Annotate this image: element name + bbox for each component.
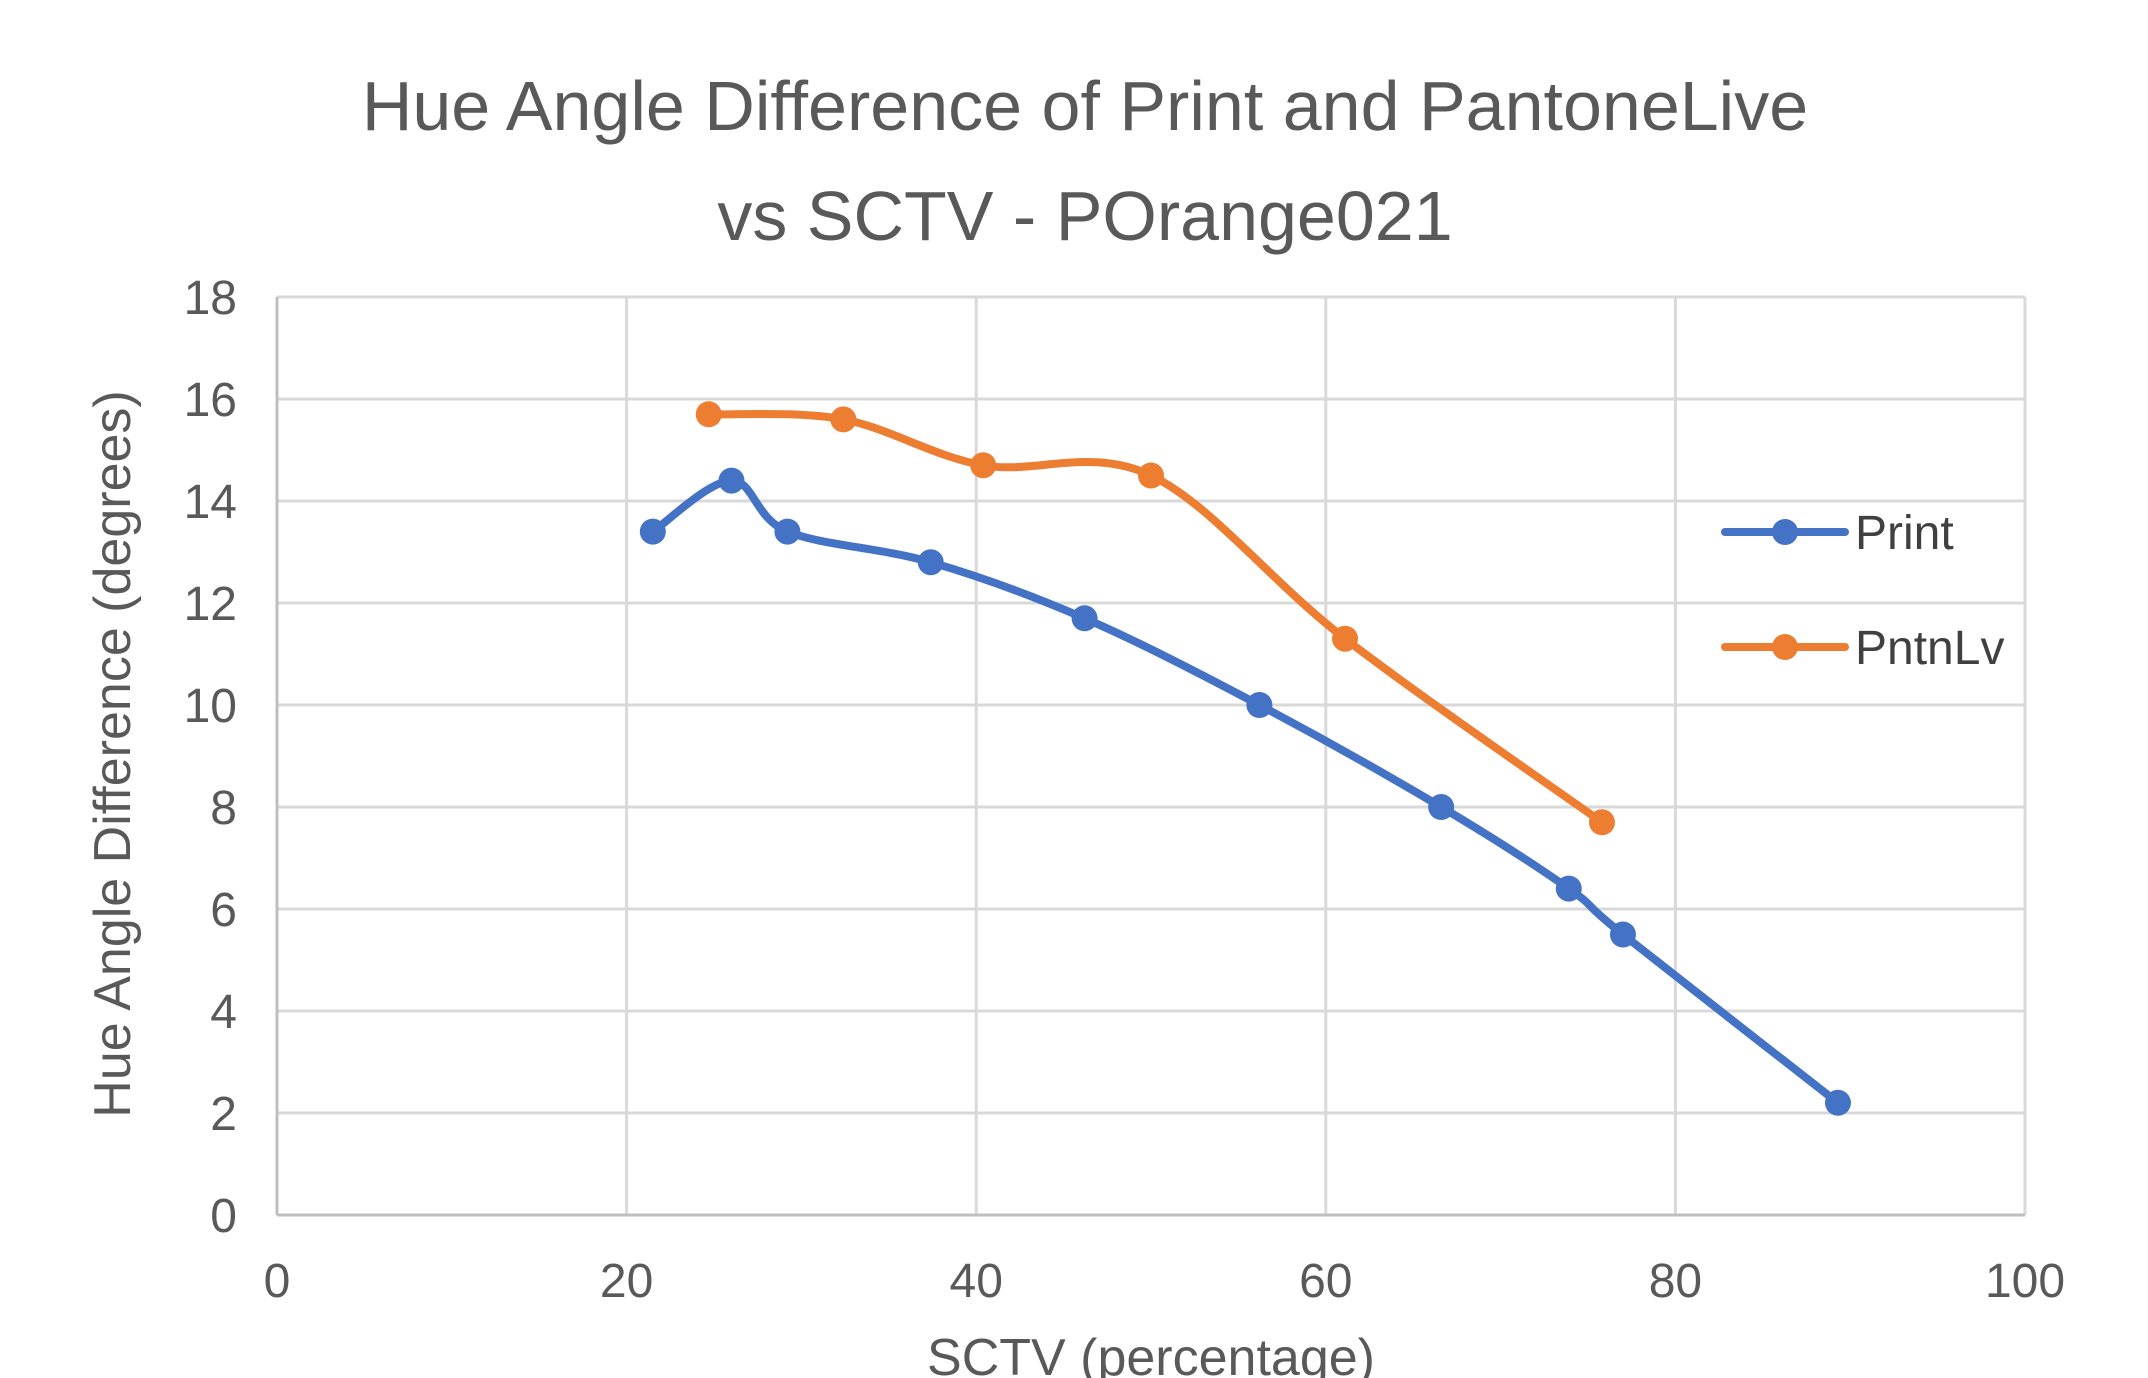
legend: Print PntnLv [1721,507,2004,675]
y-tick-label-1: 2 [210,1088,237,1141]
data-point-print-0 [639,518,666,545]
y-axis-label: Hue Angle Difference (degrees) [84,390,142,1117]
axes [275,297,2025,1217]
chart-title-line-2: vs SCTV - POrange021 [717,177,1452,255]
data-point-pntnlv-3 [1138,462,1164,489]
data-point-pntnlv-0 [695,401,722,428]
legend-label-print: Print [1855,507,1954,560]
y-tick-label-4: 8 [210,782,237,835]
x-tick-label-0: 0 [264,1255,291,1308]
y-tick-label-2: 4 [210,986,237,1039]
legend-swatch-marker-pntnlv [1772,634,1798,660]
data-point-print-7 [1555,875,1582,902]
data-point-print-6 [1428,794,1455,820]
y-tick-label-6: 12 [184,578,237,631]
y-tick-label-5: 10 [184,680,237,733]
series-layer [639,401,1851,1116]
series-print [639,467,1851,1116]
legend-swatch-marker-print [1772,519,1798,545]
data-point-print-9 [1824,1089,1851,1116]
data-point-pntnlv-1 [830,406,857,433]
y-tick-label-3: 6 [210,884,237,937]
chart-title-line-1: Hue Angle Difference of Print and Panton… [362,67,1808,145]
series-pntnlv [695,401,1615,836]
legend-label-pntnlv: PntnLv [1855,622,2004,675]
data-point-pntnlv-2 [970,452,997,479]
data-point-pntnlv-5 [1588,809,1615,836]
data-point-print-2 [774,518,801,545]
x-tick-label-2: 40 [950,1255,1003,1308]
legend-item-print: Print [1721,507,1954,560]
y-tick-labels: 0 2 4 6 8 10 12 14 16 18 [184,272,237,1243]
x-tick-label-1: 20 [600,1255,653,1308]
y-tick-label-9: 18 [184,272,237,325]
series-line-print [648,476,1842,1107]
data-point-print-8 [1609,921,1636,948]
data-point-print-4 [1071,605,1098,632]
data-point-print-5 [1246,692,1273,718]
y-tick-label-8: 16 [184,374,237,427]
x-axis-label: SCTV (percentage) [927,1329,1375,1378]
y-tick-label-0: 0 [210,1190,237,1243]
data-point-print-1 [718,467,745,494]
legend-item-pntnlv: PntnLv [1721,622,2004,675]
x-tick-label-3: 60 [1299,1255,1352,1308]
gridlines [277,295,2027,1215]
data-point-print-3 [917,549,944,576]
x-tick-label-5: 100 [1985,1255,2065,1308]
y-tick-label-7: 14 [184,476,237,529]
x-tick-label-4: 80 [1649,1255,1702,1308]
data-point-pntnlv-4 [1332,625,1359,652]
x-tick-labels: 0 20 40 60 80 100 [264,1255,2065,1308]
